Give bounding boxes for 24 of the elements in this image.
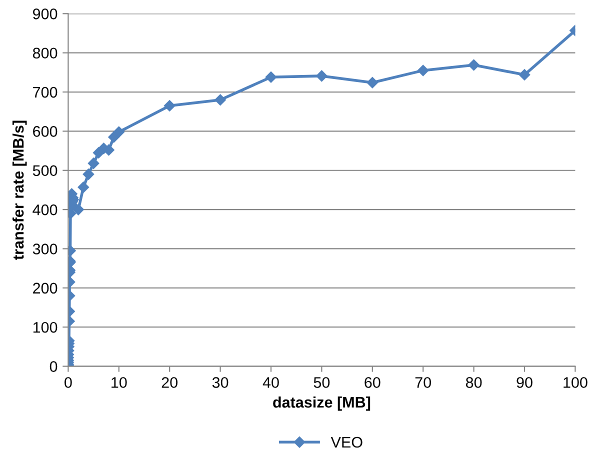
x-tick-label: 70	[415, 377, 432, 388]
x-axis-title: datasize [MB]	[273, 396, 370, 411]
x-tick-label: 80	[466, 377, 482, 388]
y-tick-label: 300	[32, 244, 58, 254]
y-tick-label: 600	[33, 126, 58, 137]
x-tick-label: 90	[516, 377, 532, 388]
x-tick-label: 0	[64, 377, 72, 388]
x-tick-label: 10	[112, 377, 127, 388]
legend-label: VEO	[330, 436, 362, 448]
y-tick-label: 900	[33, 8, 58, 20]
x-tick-label: 100	[564, 377, 588, 388]
y-tick-label: 100	[33, 322, 58, 333]
y-tick-label: 500	[32, 165, 58, 176]
x-tick-label: 60	[364, 377, 380, 388]
y-tick-label: 400	[32, 204, 58, 216]
y-tick-label: 0	[50, 361, 58, 372]
y-tick-label: 800	[32, 48, 58, 59]
y-tick-label: 200	[33, 282, 58, 294]
y-axis-title: transfer rate [MB/s]	[12, 120, 27, 260]
x-tick-label: 40	[262, 377, 279, 388]
x-tick-label: 50	[314, 377, 330, 388]
x-tick-label: 30	[212, 377, 228, 388]
y-tick-label: 700	[33, 86, 58, 98]
x-tick-label: 20	[162, 377, 178, 388]
